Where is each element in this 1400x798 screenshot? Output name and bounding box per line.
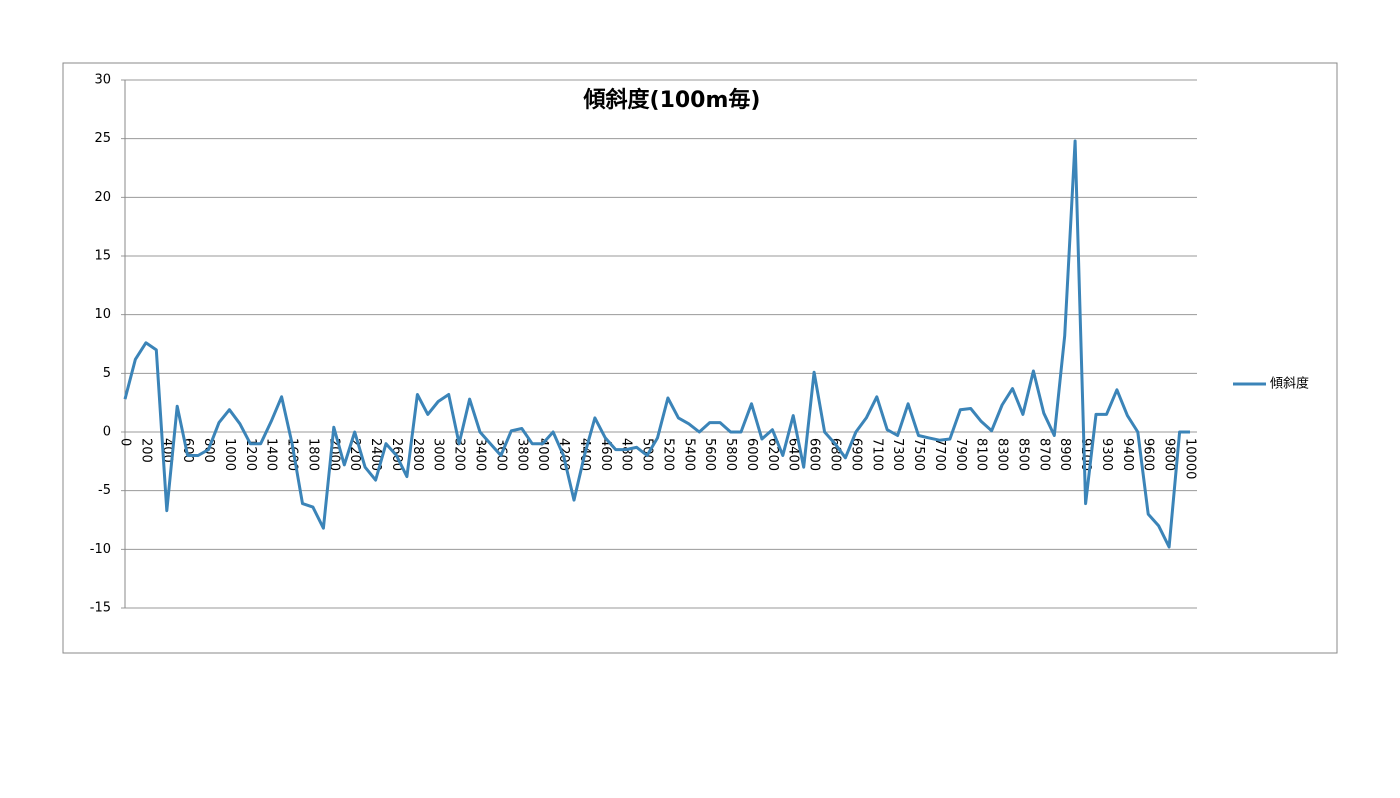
x-tick-label: 1000	[222, 438, 237, 471]
x-tick-label: 5400	[681, 438, 696, 471]
x-tick-label: 8900	[1057, 438, 1072, 471]
x-tick-label: 3200	[452, 438, 467, 471]
x-tick-label: 8500	[1015, 438, 1030, 471]
x-tick-label: 9800	[1162, 438, 1177, 471]
x-tick-label: 4000	[535, 438, 550, 471]
x-tick-label: 3000	[431, 438, 446, 471]
x-tick-label: 5600	[702, 438, 717, 471]
x-tick-label: 6200	[765, 438, 780, 471]
y-tick-label: 20	[94, 190, 111, 205]
y-tick-label: 15	[94, 249, 111, 264]
x-tick-label: 6600	[807, 438, 822, 471]
chart-frame	[62, 62, 1338, 654]
x-tick-label: 7300	[890, 438, 905, 471]
x-tick-label: 1400	[264, 438, 279, 471]
x-tick-label: 4600	[598, 438, 613, 471]
x-tick-label: 9600	[1141, 438, 1156, 471]
y-tick-label: -10	[90, 542, 111, 557]
y-tick-label: 30	[94, 73, 111, 88]
x-tick-label: 4800	[619, 438, 634, 471]
series-line	[123, 139, 1190, 549]
y-tick-label: 5	[103, 366, 111, 381]
x-tick-label: 1800	[305, 438, 320, 471]
x-tick-label: 9300	[1099, 438, 1114, 471]
x-tick-label: 8100	[974, 438, 989, 471]
x-tick-label: 3400	[473, 438, 488, 471]
x-tick-label: 5200	[660, 438, 675, 471]
x-tick-label: 9400	[1120, 438, 1135, 471]
x-tick-label: 3800	[514, 438, 529, 471]
x-tick-label: 7700	[932, 438, 947, 471]
x-tick-label: 0	[118, 438, 133, 446]
x-tick-label: 8700	[1036, 438, 1051, 471]
x-tick-label: 7500	[911, 438, 926, 471]
x-tick-label: 7900	[953, 438, 968, 471]
x-tick-label: 7100	[869, 438, 884, 471]
x-tick-label: 2800	[410, 438, 425, 471]
x-tick-label: 6900	[848, 438, 863, 471]
x-tick-label: 6000	[744, 438, 759, 471]
y-tick-label: -15	[90, 601, 111, 616]
y-tick-label: 0	[103, 425, 111, 440]
x-tick-label: 10000	[1183, 438, 1198, 479]
x-tick-label: 6400	[786, 438, 801, 471]
x-tick-label: 1200	[243, 438, 258, 471]
y-tick-label: -5	[98, 483, 111, 498]
y-tick-label: 25	[94, 131, 111, 146]
chart-title: 傾斜度(100m毎)	[583, 87, 761, 113]
legend-label: 傾斜度	[1270, 376, 1309, 392]
y-tick-label: 10	[94, 307, 111, 322]
x-tick-label: 8300	[995, 438, 1010, 471]
x-tick-label: 200	[138, 438, 153, 463]
x-tick-label: 5800	[723, 438, 738, 471]
